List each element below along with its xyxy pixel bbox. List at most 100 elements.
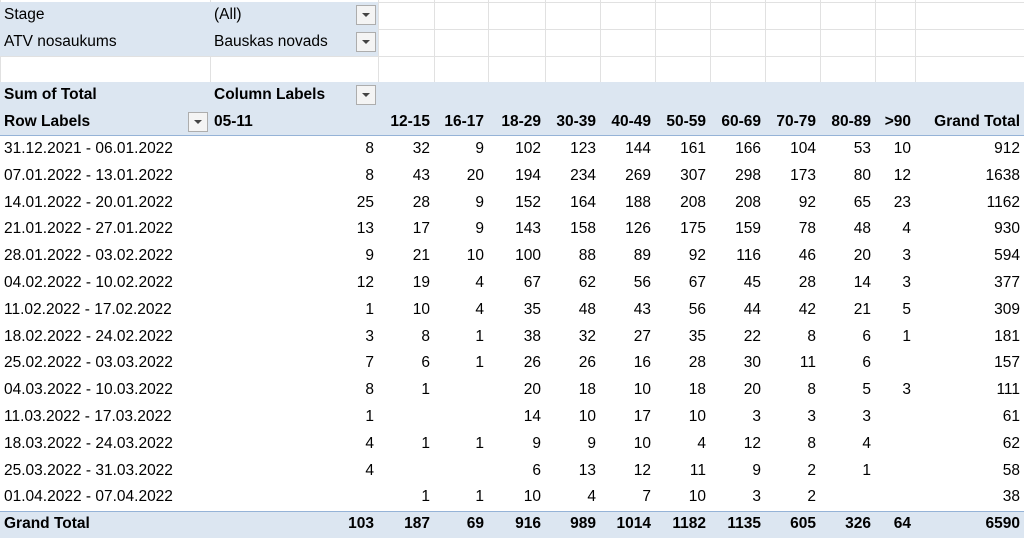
value-cell: 19	[412, 274, 430, 291]
value-cell: 930	[994, 220, 1020, 238]
value-cell: 20	[523, 381, 541, 399]
row-filter[interactable]	[188, 112, 208, 133]
value-cell: 3	[807, 408, 816, 425]
value-cell: 8	[421, 327, 430, 345]
value-cell: 25	[356, 193, 374, 211]
value-cell: 78	[798, 220, 816, 238]
value-cell: 269	[625, 166, 651, 184]
value-cell: 30	[743, 354, 761, 372]
column-header: 18-29	[501, 113, 541, 131]
row-label: 18.03.2022 - 24.03.2022	[4, 434, 173, 452]
value-cell: 3	[902, 247, 911, 265]
filter-dropdown[interactable]	[356, 5, 376, 25]
value-cell: 309	[994, 300, 1020, 318]
value-cell: 32	[578, 327, 596, 345]
value-cell: 208	[735, 193, 761, 211]
filter-label: Stage	[4, 6, 45, 23]
grand-total-cell: 187	[404, 515, 430, 533]
row-label: 18.02.2022 - 24.02.2022	[4, 327, 173, 345]
column-header: 80-89	[831, 113, 871, 131]
value-cell: 26	[523, 354, 541, 372]
grand-total-bg	[0, 511, 1024, 538]
value-cell: 9	[365, 247, 374, 265]
value-cell: 9	[475, 193, 484, 211]
value-cell: 10	[633, 381, 651, 399]
value-cell: 1	[421, 488, 430, 506]
value-cell: 11	[689, 461, 706, 479]
value-cell: 104	[790, 140, 816, 157]
row-label: 28.01.2022 - 03.02.2022	[4, 247, 173, 265]
grid-line	[710, 0, 711, 83]
value-cell: 38	[1002, 488, 1020, 506]
value-cell: 20	[853, 247, 871, 265]
value-cell: 123	[570, 140, 596, 157]
value-cell: 67	[688, 274, 706, 291]
value-cell: 4	[365, 434, 374, 452]
value-cell: 158	[570, 220, 596, 238]
value-cell: 14	[523, 408, 541, 425]
value-cell: 188	[625, 193, 651, 211]
value-cell: 4	[365, 461, 374, 479]
grand-total-cell: 64	[893, 515, 911, 533]
value-cell: 1162	[986, 193, 1020, 211]
value-cell: 157	[994, 354, 1020, 372]
value-cell: 16	[633, 354, 651, 372]
dropdown-arrow	[362, 13, 370, 17]
value-cell: 5	[902, 300, 911, 318]
column-header: 70-79	[776, 113, 816, 131]
grand-total-cell: 326	[845, 515, 871, 533]
value-cell: 1	[475, 488, 484, 506]
value-cell: 38	[523, 327, 541, 345]
value-cell: 152	[515, 193, 541, 211]
value-cell: 143	[515, 220, 541, 238]
value-cell: 166	[735, 140, 761, 157]
grand-total-label: Grand Total	[4, 515, 90, 533]
value-cell: 89	[633, 247, 651, 265]
value-cell: 8	[807, 434, 816, 452]
value-cell: 62	[1002, 434, 1020, 452]
value-cell: 56	[633, 274, 651, 291]
value-cell: 102	[515, 140, 541, 157]
value-cell: 3	[902, 381, 911, 399]
row-label: 14.01.2022 - 20.01.2022	[4, 193, 173, 211]
dropdown-arrow	[194, 120, 202, 125]
value-cell: 22	[743, 327, 761, 345]
grid-line	[875, 0, 876, 83]
value-cell: 92	[688, 247, 706, 265]
column-header: 30-39	[556, 113, 596, 131]
filter-dropdown[interactable]	[356, 31, 376, 52]
value-cell: 4	[587, 488, 596, 506]
value-cell: 3	[862, 408, 871, 425]
row-label: 07.01.2022 - 13.01.2022	[4, 166, 173, 184]
value-cell: 3	[752, 488, 761, 506]
grid-line	[655, 0, 656, 83]
grid-line	[545, 0, 546, 83]
column-labels: Column Labels	[214, 86, 326, 104]
header-border	[0, 135, 1024, 136]
grand-total-cell: 605	[790, 515, 816, 533]
value-cell: 144	[625, 140, 651, 157]
value-cell: 1638	[985, 166, 1020, 184]
grid-line	[378, 0, 379, 83]
value-cell: 2	[807, 488, 816, 506]
value-cell: 164	[570, 193, 596, 211]
row-label: 04.03.2022 - 10.03.2022	[4, 381, 173, 399]
value-cell: 62	[578, 274, 596, 291]
value-cell: 28	[798, 274, 816, 291]
header-bg	[0, 82, 1024, 136]
column-dropdown[interactable]	[356, 85, 376, 106]
value-cell: 12	[743, 434, 761, 452]
value-cell: 10	[688, 408, 706, 425]
grid-line	[915, 0, 916, 83]
grid-line	[0, 2, 1024, 3]
value-cell: 7	[642, 488, 651, 506]
value-cell: 8	[365, 140, 374, 157]
value-cell: 912	[994, 140, 1020, 157]
value-cell: 92	[798, 193, 816, 211]
value-cell: 67	[523, 274, 541, 291]
value-cell: 9	[532, 434, 541, 452]
row-label: 11.02.2022 - 17.02.2022	[4, 300, 172, 318]
filter-value: (All)	[214, 6, 242, 23]
value-cell: 6	[862, 327, 871, 345]
